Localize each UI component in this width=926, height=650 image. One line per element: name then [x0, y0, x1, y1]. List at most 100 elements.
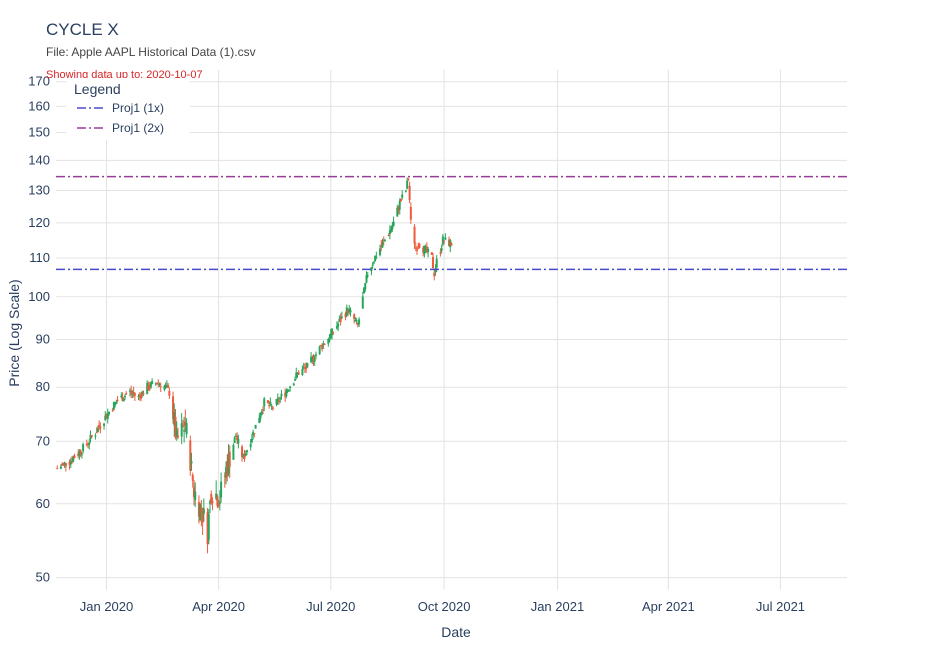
candle [399, 198, 402, 202]
candle [379, 244, 382, 257]
candle-body [172, 396, 175, 420]
candle [99, 422, 102, 434]
candle-body [216, 496, 219, 507]
candle-body [280, 393, 283, 397]
candle-body [191, 474, 194, 481]
candle-body [210, 493, 213, 504]
candle-body [199, 504, 202, 521]
candle [322, 340, 325, 350]
candle-body [319, 344, 322, 346]
candle [409, 202, 412, 224]
candle-body [237, 438, 240, 444]
candle-body [225, 467, 228, 478]
candle-body [151, 381, 154, 384]
candle [241, 444, 244, 462]
candle-body [330, 328, 333, 336]
candle [89, 430, 92, 443]
candle [363, 286, 366, 294]
candle-body [301, 368, 304, 375]
candle [432, 252, 435, 269]
candle [106, 408, 109, 424]
candle [218, 490, 221, 511]
candle [233, 435, 236, 444]
candle [371, 261, 374, 269]
candle [390, 225, 393, 234]
candle-body [242, 455, 245, 457]
candle-body [404, 190, 407, 192]
candle [318, 345, 321, 355]
x-tick-label: Jul 2021 [756, 599, 805, 614]
candle-body [80, 454, 83, 456]
candle [408, 181, 411, 204]
candle [263, 396, 266, 412]
legend-entry[interactable]: Proj1 (2x) [77, 121, 164, 135]
candle-body [356, 322, 359, 326]
candle [200, 500, 203, 527]
candle [430, 252, 433, 256]
candle-body [398, 200, 401, 210]
candle-body [249, 444, 252, 448]
candle-body [372, 262, 375, 264]
candle-body [200, 509, 203, 513]
candle [348, 304, 351, 315]
candle [366, 271, 369, 279]
candle-body [370, 267, 373, 272]
candle-body [194, 491, 197, 500]
candle [414, 242, 417, 252]
candle-body [138, 394, 141, 396]
candle [111, 407, 114, 413]
candle-body [163, 386, 166, 390]
candle-body [387, 235, 390, 237]
legend-label: Proj1 (1x) [112, 101, 164, 115]
candle-body [323, 343, 326, 345]
x-tick-label: Jan 2020 [80, 599, 134, 614]
candle [335, 321, 338, 330]
candle-body [159, 386, 162, 388]
candle-body [158, 383, 161, 385]
candle [270, 404, 273, 411]
y-tick-label: 90 [36, 331, 50, 346]
candle-body [321, 344, 324, 350]
legend-entry[interactable]: Proj1 (1x) [77, 101, 164, 115]
candle [382, 236, 385, 246]
candle [133, 392, 136, 401]
candle-body [142, 393, 145, 395]
candle-body [424, 246, 427, 250]
candle-body [252, 431, 255, 436]
candle [206, 507, 209, 554]
candle-body [89, 434, 92, 439]
candle [345, 304, 348, 318]
candle-body [439, 252, 442, 254]
candles [56, 177, 453, 554]
candle [236, 432, 239, 445]
candle-body [232, 444, 235, 460]
candle [164, 382, 167, 390]
candle [286, 388, 289, 394]
candle [349, 307, 352, 317]
candle [107, 411, 110, 416]
candle-body [434, 268, 437, 272]
candle-body [399, 198, 402, 202]
candle [287, 389, 290, 392]
candle-body [104, 415, 107, 420]
candle-body [105, 413, 108, 419]
candle-body [312, 355, 315, 362]
candle [217, 499, 220, 508]
candle-body [207, 514, 210, 540]
candle-body [71, 461, 74, 463]
candle-body [156, 383, 159, 385]
candle [374, 255, 377, 262]
x-axis-title: Date [441, 624, 471, 640]
candle-body [409, 206, 412, 220]
candle-body [295, 372, 298, 378]
candle-body [314, 354, 317, 356]
candle [61, 462, 64, 467]
candle-body [260, 411, 263, 415]
candle-body [115, 401, 118, 405]
candle [261, 406, 264, 415]
candle-body [449, 240, 452, 248]
candle-body [175, 429, 178, 437]
candle [138, 392, 141, 401]
y-tick-label: 80 [36, 379, 50, 394]
candle [159, 382, 162, 392]
